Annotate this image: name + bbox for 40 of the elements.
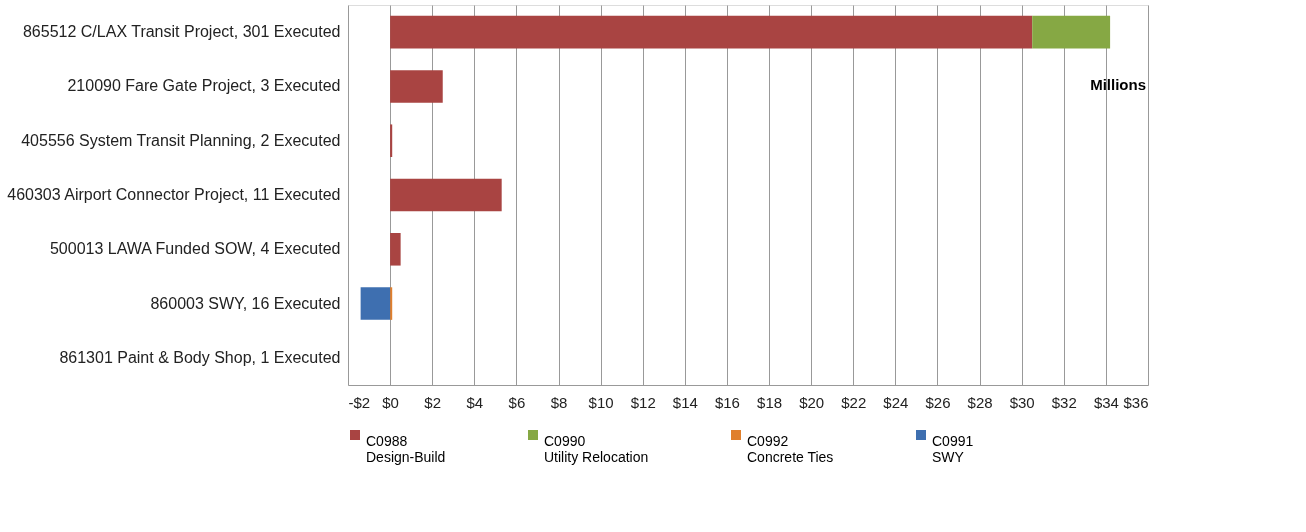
x-tick-label: $6 [508, 393, 526, 411]
bar [390, 124, 393, 157]
x-tick-label: $28 [967, 393, 993, 411]
bar [390, 233, 401, 266]
y-tick-label: 861301 Paint & Body Shop, 1 Executed [59, 348, 341, 366]
x-tick-label: $24 [883, 393, 909, 411]
x-tick-label: $32 [1051, 393, 1077, 411]
legend-label: C0988 Design-Build [366, 433, 446, 465]
y-tick-label: 865512 C/LAX Transit Project, 301 Executed [22, 23, 341, 41]
x-tick-label: $2 [424, 393, 442, 411]
y-tick-label: 860003 SWY, 16 Executed [150, 294, 341, 312]
legend-label: C0991 SWY [932, 433, 974, 465]
x-tick-label: $8 [550, 393, 568, 411]
annotation: Millions [1090, 76, 1146, 93]
x-tick-label: $10 [588, 393, 614, 411]
bar [390, 178, 502, 212]
x-tick-label: $36 [1123, 393, 1149, 411]
x-tick-label: $4 [466, 393, 484, 411]
y-tick-label: 210090 Fare Gate Project, 3 Executed [67, 77, 341, 95]
x-tick-label: $20 [799, 393, 825, 411]
x-tick-label: $26 [925, 393, 951, 411]
y-tick-label: 500013 LAWA Funded SOW, 4 Executed [49, 240, 341, 258]
x-tick-label: $16 [714, 393, 740, 411]
x-tick-label: $14 [672, 393, 698, 411]
y-tick-label: 405556 System Transit Planning, 2 Executed [21, 131, 341, 149]
y-tick-label: 460303 Airport Connector Project, 11 Executed [7, 186, 341, 203]
x-tick-label: $30 [1009, 393, 1035, 411]
x-tick-label: $34 [1093, 393, 1119, 411]
legend-label: C0990 Utility Relocation [544, 433, 649, 465]
x-tick-label: $18 [757, 393, 783, 411]
bar [1032, 15, 1111, 49]
bar [390, 70, 443, 103]
bar [360, 287, 391, 320]
x-tick-label: $22 [841, 393, 867, 411]
x-tick-label: -$2 [348, 393, 371, 411]
legend-label: C0992 Concrete Ties [747, 433, 834, 465]
x-tick-label: $12 [630, 393, 656, 411]
bar [390, 15, 1033, 49]
x-tick-label: $0 [382, 393, 399, 411]
bar [390, 287, 393, 320]
